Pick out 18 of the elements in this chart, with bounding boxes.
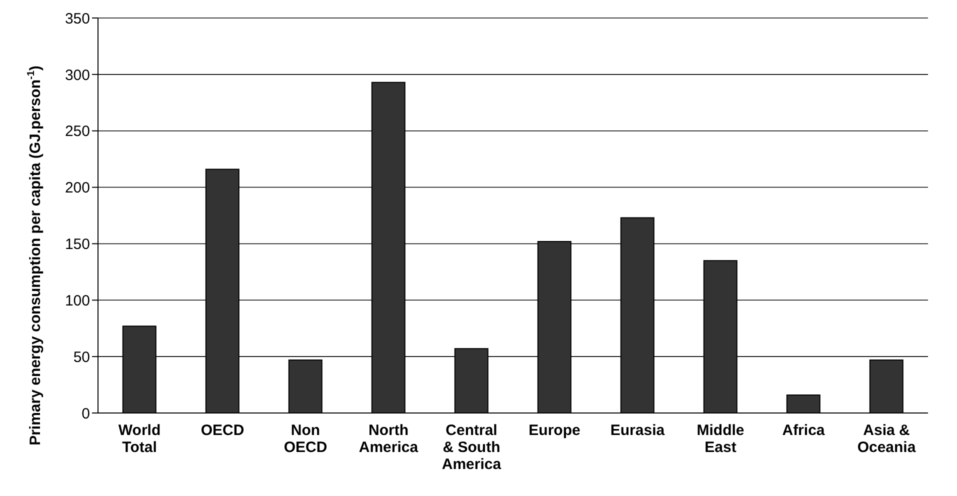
x-tick-label: Non OECD bbox=[284, 422, 328, 456]
y-tick-label: 250 bbox=[64, 123, 90, 140]
x-tick-label: Asia & Oceania bbox=[857, 422, 916, 456]
y-tick-label: 150 bbox=[64, 236, 90, 254]
x-tick-label: Eurasia bbox=[610, 422, 666, 439]
y-tick-label: 100 bbox=[64, 292, 90, 310]
x-tick-label: Central & South America bbox=[442, 422, 502, 473]
y-tick-label: 200 bbox=[64, 180, 90, 197]
x-tick-label: North America bbox=[358, 422, 419, 456]
y-tick-label: 50 bbox=[73, 348, 90, 366]
y-tick-label: 300 bbox=[64, 66, 90, 84]
x-tick-label: World Total bbox=[118, 422, 161, 456]
y-tick-label: 0 bbox=[82, 405, 90, 422]
x-tick-label: OECD bbox=[200, 422, 244, 439]
x-tick-label: Europe bbox=[528, 422, 580, 439]
x-tick-label: Middle East bbox=[696, 422, 744, 456]
x-tick-label: Africa bbox=[782, 422, 826, 439]
y-tick-label: 350 bbox=[64, 10, 90, 28]
